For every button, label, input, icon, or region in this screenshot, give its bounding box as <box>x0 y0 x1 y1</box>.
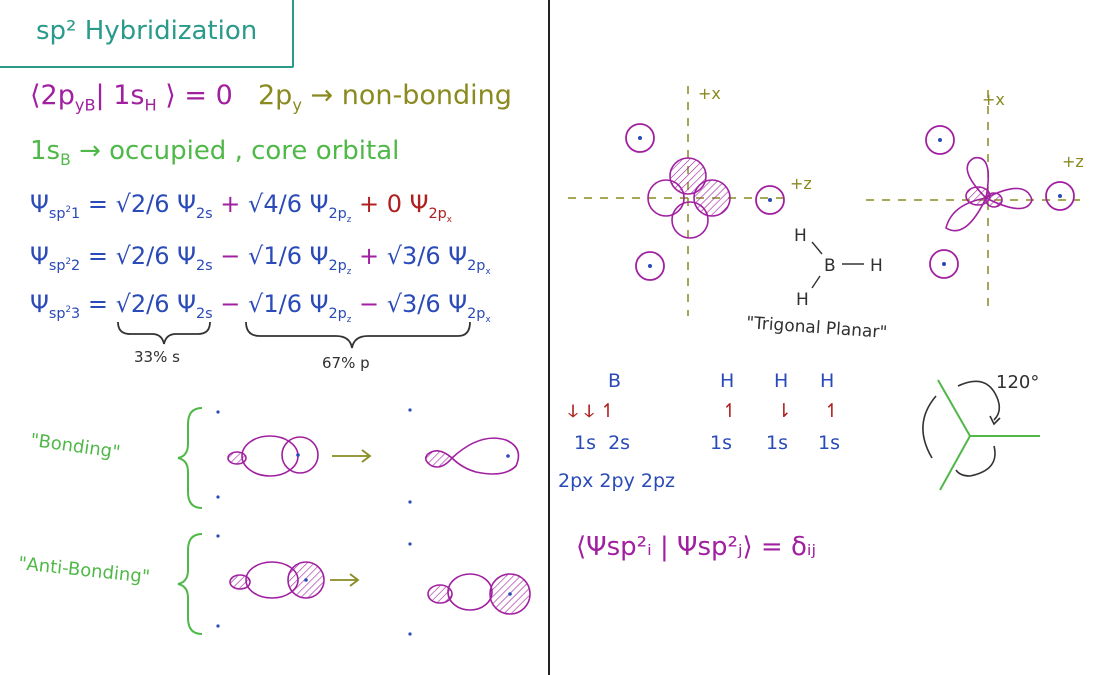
panel-divider <box>548 0 550 675</box>
axis-z-label-1: +z <box>790 174 812 193</box>
bonding-brace <box>177 407 203 509</box>
orthonormality-equation: ⟨Ψsp²ᵢ | Ψsp²ⱼ⟩ = δᵢⱼ <box>576 532 817 562</box>
s-brace <box>117 321 211 345</box>
config-h-spin-2: ⇂ <box>776 400 792 422</box>
overlap-equation: ⟨2pyB| 1sH ⟩ = 0 <box>30 80 233 115</box>
config-h-orbital-3: 1s <box>818 432 840 454</box>
page-title: sp² Hybridization <box>36 16 258 46</box>
config-h-orbital-1: 1s <box>710 432 732 454</box>
s-character-label: 33% s <box>134 348 180 366</box>
p-brace <box>245 321 471 349</box>
hybrid-equation-3: Ψsp23 = √2/6 Ψ2s − √1/6 Ψ2pz − √3/6 Ψ2px <box>30 290 491 325</box>
bh3-h-top: H <box>794 226 807 246</box>
hybrid-equation-1: Ψsp21 = √2/6 Ψ2s + √4/6 Ψ2pz + 0 Ψ2px <box>30 190 452 225</box>
hybrid-equation-2: Ψsp22 = √2/6 Ψ2s − √1/6 Ψ2pz + √3/6 Ψ2px <box>30 242 491 277</box>
bh3-h-bottom: H <box>796 290 809 310</box>
py-nonbonding: 2py → non-bonding <box>258 80 512 115</box>
config-b-orbitals: 1s 2s <box>574 432 631 454</box>
config-h-header-3: H <box>820 370 835 392</box>
axis-x-label-1: +x <box>698 84 721 103</box>
config-b-spins: ↆ ↆ ↿ <box>568 400 617 422</box>
antibonding-brace <box>177 533 203 635</box>
bh3-h-right: H <box>870 256 883 276</box>
config-h-orbital-2: 1s <box>766 432 788 454</box>
angle-label: 120° <box>996 372 1040 393</box>
core-orbital-note: 1sB → occupied , core orbital <box>30 136 400 170</box>
config-h-spin-3: ↿ <box>824 400 840 422</box>
axis-z-label-2: +z <box>1062 152 1084 171</box>
config-h-header-2: H <box>774 370 789 392</box>
config-b-header: B <box>608 370 622 392</box>
bh3-boron: B <box>824 256 836 276</box>
config-h-header-1: H <box>720 370 735 392</box>
title-box <box>0 0 294 68</box>
config-p-orbitals: 2px 2py 2pz <box>558 470 675 492</box>
p-character-label: 67% p <box>322 354 370 372</box>
config-h-spin-1: ↿ <box>722 400 738 422</box>
